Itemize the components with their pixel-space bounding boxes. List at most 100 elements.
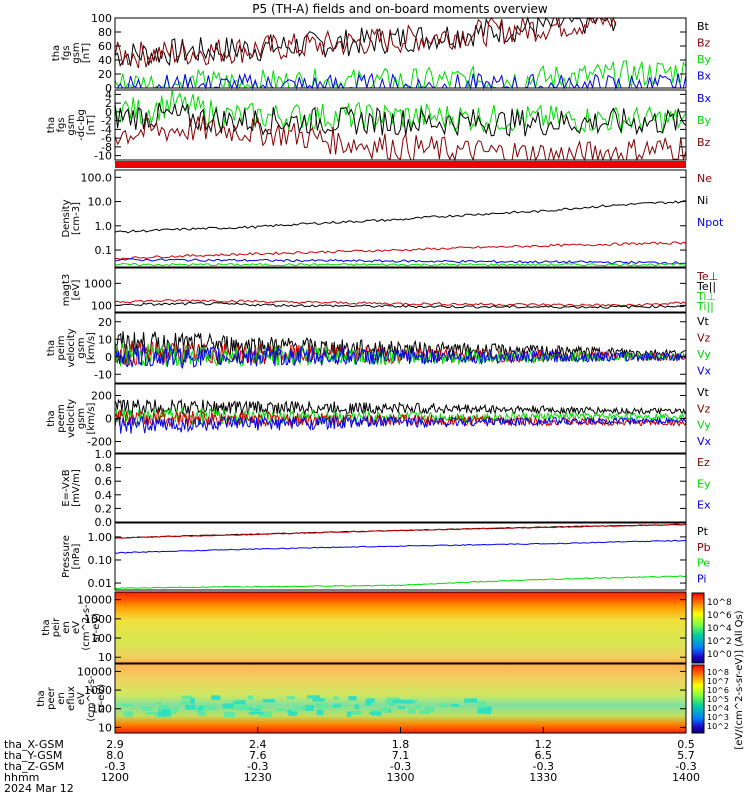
spectrogram-patch xyxy=(248,711,254,715)
colorbar-upper xyxy=(691,592,705,664)
spectrogram-patch xyxy=(346,712,352,717)
spectrogram-patch xyxy=(294,706,306,711)
y-label-line: gsm xyxy=(71,42,82,63)
spectrogram xyxy=(115,664,686,733)
legend-entry: Te⊥ xyxy=(696,270,718,283)
spectrogram-patch xyxy=(258,711,273,717)
y-tick-label: 4 xyxy=(105,88,112,101)
y-tick-label: 10000 xyxy=(77,594,112,607)
y-axis-label: tha fgs gsm -dc-bg [nT] xyxy=(46,109,97,141)
spectrogram-patch xyxy=(419,710,431,714)
y-tick-label: 1.00 xyxy=(88,531,113,544)
y-tick-label: 0.10 xyxy=(88,554,113,567)
panel-frame xyxy=(114,17,687,89)
y-tick-label: -2 xyxy=(101,115,112,128)
y-axis-label: tha peer en eflux eV (cm^2-s-sr-eV) xyxy=(36,675,107,722)
colorbar-tick: 10^2 xyxy=(707,637,732,647)
y-label-line: [nT] xyxy=(86,115,97,135)
colorbar-tick: 10^6 xyxy=(707,611,732,621)
legend-entry: Ne xyxy=(697,172,712,185)
y-tick-label: 100 xyxy=(91,299,112,312)
y-tick-label: 100 xyxy=(91,12,112,25)
series-Te⊥ xyxy=(114,299,687,307)
y-tick-label: 80 xyxy=(98,26,112,39)
spectrogram-patch xyxy=(477,708,489,714)
legend-entry: Ex xyxy=(697,499,711,512)
series-By xyxy=(114,60,687,90)
y-tick-label: 40 xyxy=(98,54,112,67)
y-tick-label: 100.0 xyxy=(81,171,113,184)
series-Bx xyxy=(114,102,687,137)
colorbar-lower xyxy=(691,664,705,734)
colorbar-tick: 10^5 xyxy=(707,695,729,704)
panel-2: 420-2-4-6-8-10 tha fgs gsm -dc-bg [nT] Bx By Bz xyxy=(46,88,712,162)
spectrogram-patch xyxy=(286,696,295,700)
spectrogram-patch xyxy=(161,710,171,717)
y-label-line: gsm xyxy=(76,408,87,429)
y-label-line: fgs xyxy=(56,117,67,132)
legend-entry: Vt xyxy=(697,315,710,328)
x-tick-label: 1230 xyxy=(244,771,272,784)
y-axis-label: tha peir en eV (cm^2-s-sr-eV) xyxy=(41,604,102,651)
y-axis-label: tha peem velocity gsm [km/s] xyxy=(46,399,97,438)
spectrogram-patch xyxy=(121,704,133,707)
spectrogram-patch xyxy=(316,703,328,709)
legend-entry: By xyxy=(697,114,712,127)
series-By xyxy=(114,89,687,134)
y-label-line: eflux xyxy=(66,686,77,711)
y-label-line: gsm xyxy=(76,337,87,358)
series-Pb xyxy=(114,523,687,539)
spectrogram-patch xyxy=(173,706,179,712)
spectrogram-patch xyxy=(209,708,214,711)
legend-entry: Vx xyxy=(697,435,712,448)
y-tick-label: 0.4 xyxy=(95,489,113,502)
spectrogram-patch xyxy=(288,711,298,715)
spectrogram-patch xyxy=(180,700,191,704)
y-label-line: [km/s] xyxy=(86,402,97,434)
spectrogram-patch xyxy=(224,711,235,717)
panel-frame xyxy=(114,522,687,591)
spectrogram-patch xyxy=(170,708,177,714)
spectrogram-patch xyxy=(233,701,244,705)
series-Pe xyxy=(114,539,687,554)
panel-frame xyxy=(114,312,687,384)
legend-entry: Vy xyxy=(697,348,711,361)
legend-entry: Bx xyxy=(697,92,712,105)
x-tick-label: 2.4 xyxy=(249,738,267,751)
legend-entry: Pe xyxy=(697,557,710,570)
spectrogram-patch xyxy=(333,696,340,700)
y-tick-label: 0.6 xyxy=(95,475,113,488)
x-tick-label: 7.1 xyxy=(392,749,410,762)
panel-3: 100.0 10.0 1.0 0.1 Density [cm-3] Ne Ni Npot xyxy=(61,169,724,268)
x-tick-label: 1.8 xyxy=(392,738,410,751)
series-Ni xyxy=(114,200,687,234)
spectrogram-patch xyxy=(348,696,357,701)
spectrogram-patch xyxy=(365,700,372,706)
y-axis-label: Pressure [nPa] xyxy=(61,535,82,578)
spectrogram-patch xyxy=(198,710,206,716)
flag-bar xyxy=(115,161,686,168)
y-label-line: peim xyxy=(56,335,67,360)
series-Npot xyxy=(114,258,686,265)
legend-entry: Vy xyxy=(697,419,711,432)
y-label-line: [mV/m] xyxy=(71,469,82,507)
x-tick-label: 8.0 xyxy=(106,749,124,762)
colorbar-tick: 10^4 xyxy=(707,704,729,713)
y-tick-label: 0 xyxy=(105,413,112,426)
spectrogram-patch xyxy=(369,711,379,715)
y-axis-label: magt3 [eV] xyxy=(61,274,82,307)
spectrogram-patch xyxy=(332,705,339,708)
legend-entry: Vz xyxy=(697,332,711,345)
spectrogram-patch xyxy=(198,706,204,713)
y-label-line: [nT] xyxy=(81,43,92,63)
spectrogram-patch xyxy=(253,708,261,712)
series-Bz xyxy=(114,16,617,69)
y-label-line: [km/s] xyxy=(86,332,97,364)
spectrogram-patch xyxy=(385,700,395,705)
series-Te|| xyxy=(114,301,687,309)
y-tick-label: 10 xyxy=(98,721,112,734)
y-label-line: eV xyxy=(76,692,87,705)
